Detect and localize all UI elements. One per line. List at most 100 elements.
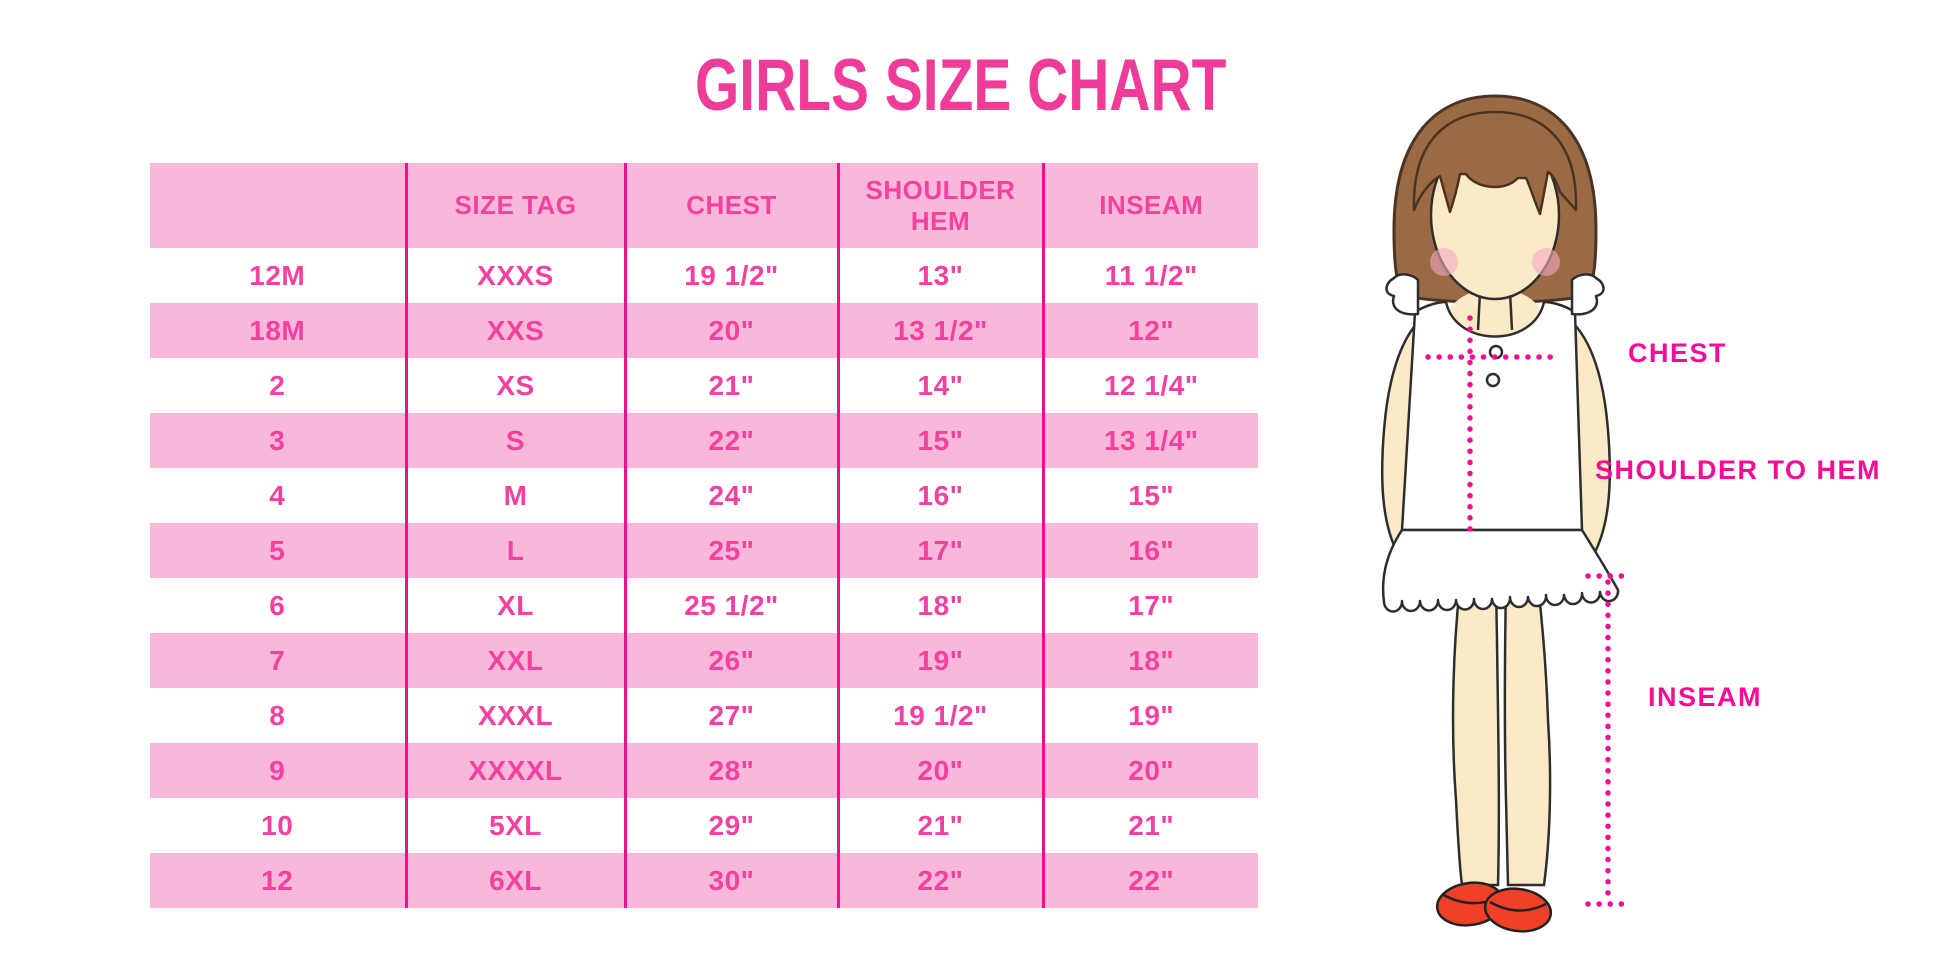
table-row: 12 6XL 30" 22" 22": [150, 853, 1258, 908]
left-leg: [1451, 583, 1501, 887]
table-row: 4 M 24" 16" 15": [150, 468, 1258, 523]
header-row: SIZE TAG CHEST SHOULDER HEM INSEAM: [150, 163, 1258, 248]
table-cell: 15": [1041, 468, 1258, 523]
table-header: SIZE TAG CHEST SHOULDER HEM INSEAM: [150, 163, 1258, 248]
table-cell: XS: [404, 358, 625, 413]
bangs: [1412, 110, 1578, 216]
table-cell: 28": [623, 743, 838, 798]
right-leg: [1503, 583, 1552, 887]
table-cell: 20": [623, 303, 838, 358]
table-cell: 6: [269, 589, 286, 621]
table-cell: 2: [269, 369, 286, 401]
table-cell: 12M: [249, 259, 306, 291]
table-cell: 15": [836, 413, 1043, 468]
table-cell: XXXS: [404, 248, 625, 303]
table-cell: 6XL: [404, 853, 625, 908]
table-cell: XL: [404, 578, 625, 633]
table-cell: 16": [836, 468, 1043, 523]
table-cell: 18": [1041, 633, 1258, 688]
table-cell: 3: [269, 424, 286, 456]
table-cell: XXXL: [404, 688, 625, 743]
page-title-text: GIRLS SIZE CHART: [695, 45, 1227, 126]
table-cell: XXL: [404, 633, 625, 688]
table-row: 3 S 22" 15" 13 1/4": [150, 413, 1258, 468]
column-header: INSEAM: [1041, 163, 1258, 248]
left-blush: [1430, 248, 1458, 276]
table-cell: M: [404, 468, 625, 523]
table-row: 10 5XL 29" 21" 21": [150, 798, 1258, 853]
table-cell: 27": [623, 688, 838, 743]
table-cell: 22": [623, 413, 838, 468]
dress-bodice: [1400, 300, 1584, 532]
table-row: 12M XXXS 19 1/2" 13" 11 1/2": [150, 248, 1258, 303]
table-cell: 26": [623, 633, 838, 688]
girl-illustration: [1320, 80, 1840, 940]
column-header: SHOULDER HEM: [836, 163, 1043, 248]
table-cell: 13 1/4": [1041, 413, 1258, 468]
table-cell: 11 1/2": [1041, 248, 1258, 303]
table-cell: 21": [1041, 798, 1258, 853]
table-cell: 14": [836, 358, 1043, 413]
table-cell: 22": [1041, 853, 1258, 908]
table-cell: 19 1/2": [623, 248, 838, 303]
table-row: 5 L 25" 17" 16": [150, 523, 1258, 578]
table-row: 8 XXXL 27" 19 1/2" 19": [150, 688, 1258, 743]
table-cell: 12": [1041, 303, 1258, 358]
inseam-label: INSEAM: [1648, 682, 1763, 712]
table-cell: 10: [261, 809, 294, 841]
table-cell: 17": [1041, 578, 1258, 633]
table-cell: 8: [269, 699, 286, 731]
column-header: CHEST: [623, 163, 838, 248]
right-shoe: [1483, 887, 1553, 933]
table-body: 12M XXXS 19 1/2" 13" 11 1/2" 18M XXS 20" 13 1/2"…: [150, 248, 1258, 908]
table-cell: 18M: [249, 314, 306, 346]
table-cell: 19 1/2": [836, 688, 1043, 743]
column-header: [150, 163, 406, 248]
table-cell: 29": [623, 798, 838, 853]
right-shoulder-ruffle: [1570, 273, 1605, 316]
table-row: 18M XXS 20" 13 1/2" 12": [150, 303, 1258, 358]
table-cell: 24": [623, 468, 838, 523]
column-header: SIZE TAG: [404, 163, 625, 248]
table-cell: XXXXL: [404, 743, 625, 798]
table-cell: 17": [836, 523, 1043, 578]
table-cell: 30": [623, 853, 838, 908]
table-cell: 12 1/4": [1041, 358, 1258, 413]
table-row: 7 XXL 26" 19" 18": [150, 633, 1258, 688]
left-shoulder-ruffle: [1385, 273, 1420, 316]
table-cell: 5XL: [404, 798, 625, 853]
table-cell: 16": [1041, 523, 1258, 578]
table-cell: 25 1/2": [623, 578, 838, 633]
skirt: [1381, 528, 1620, 613]
table-cell: 9: [269, 754, 286, 786]
page-title: GIRLS SIZE CHART: [695, 44, 1376, 127]
table-cell: L: [404, 523, 625, 578]
table-cell: 12: [261, 864, 294, 896]
table-cell: 20": [836, 743, 1043, 798]
table-cell: 21": [836, 798, 1043, 853]
table-cell: 18": [836, 578, 1043, 633]
table-cell: 21": [623, 358, 838, 413]
table-cell: 13 1/2": [836, 303, 1043, 358]
girl-figure-svg: [1380, 94, 1631, 933]
table-cell: S: [404, 413, 625, 468]
right-blush: [1532, 248, 1560, 276]
table-cell: 25": [623, 523, 838, 578]
table-cell: 7: [269, 644, 286, 676]
dress-button: [1485, 372, 1501, 388]
table-row: 6 XL 25 1/2" 18" 17": [150, 578, 1258, 633]
table-cell: XXS: [404, 303, 625, 358]
table-cell: 22": [836, 853, 1043, 908]
table-cell: 20": [1041, 743, 1258, 798]
table-cell: 4: [269, 479, 286, 511]
table-row: 9 XXXXL 28" 20" 20": [150, 743, 1258, 798]
neck: [1476, 291, 1514, 331]
table-cell: 5: [269, 534, 286, 566]
table-row: 2 XS 21" 14" 12 1/4": [150, 358, 1258, 413]
table-cell: 13": [836, 248, 1043, 303]
chest-label: CHEST: [1628, 338, 1728, 368]
table-cell: 19": [1041, 688, 1258, 743]
shoulder-to-hem-label: SHOULDER TO HEM: [1595, 455, 1882, 485]
size-chart-table: SIZE TAG CHEST SHOULDER HEM INSEAM 12M XXXS 1…: [150, 163, 1258, 908]
